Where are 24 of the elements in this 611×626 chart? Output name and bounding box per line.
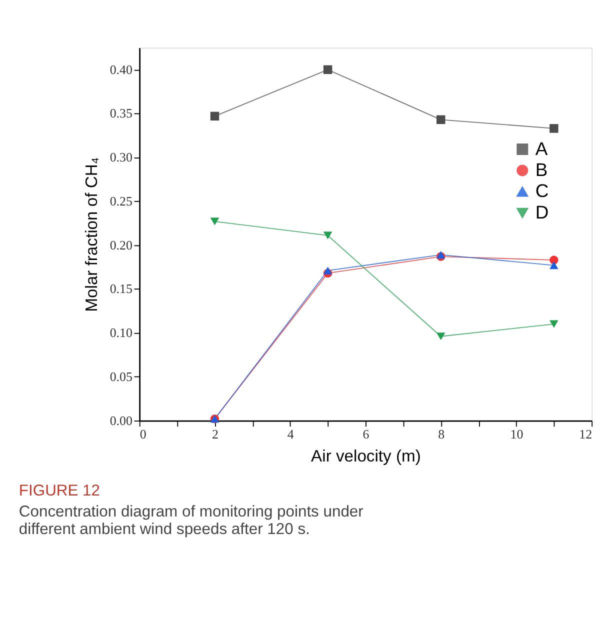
x-tick-label: 12: [579, 426, 592, 442]
y-tick-label: 0.30: [110, 150, 132, 165]
legend-label: C: [535, 180, 549, 202]
legend-label: B: [535, 159, 548, 180]
x-tick-label: 0: [140, 426, 146, 442]
x-tick-label: 6: [362, 426, 370, 442]
y-tick-label: 0.05: [110, 368, 132, 384]
x-tick-label: 8: [438, 426, 445, 442]
x-axis-title: Air velocity (m): [311, 446, 421, 466]
y-axis-title: Molar fraction of CH₄: [82, 157, 101, 312]
y-tick-label: 0.20: [110, 237, 132, 252]
x-tick-label: 4: [287, 426, 294, 442]
y-tick-label: 0.35: [110, 106, 132, 121]
y-tick-label: 0.25: [110, 193, 132, 208]
y-tick-label: 0.40: [110, 62, 132, 77]
legend-label: A: [535, 138, 548, 159]
x-tick-label: 2: [212, 426, 218, 442]
y-tick-label: 0.00: [110, 412, 132, 428]
x-tick-label: 10: [510, 426, 524, 442]
y-tick-label: 0.10: [110, 325, 132, 340]
text: FIGURE 12: [18, 482, 100, 500]
y-tick-label: 0.15: [110, 281, 132, 296]
legend-label: D: [535, 201, 549, 222]
text: Concentration diagram of monitoring points under different ambient wind speeds after 120 s.: [18, 504, 364, 538]
